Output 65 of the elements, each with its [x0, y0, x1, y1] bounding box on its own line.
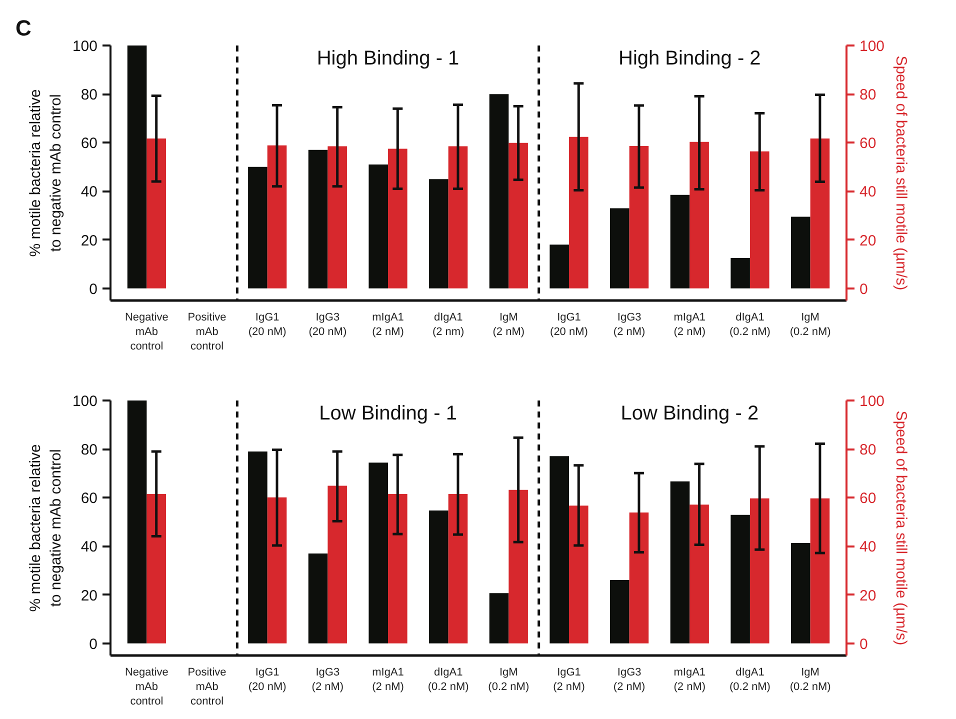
- y2-tick-label: 60: [860, 135, 876, 152]
- y-tick-label: 80: [80, 442, 98, 459]
- annotation: Low Binding - 1: [319, 402, 457, 424]
- x-tick-label: IgG1 (20 nM): [248, 312, 286, 338]
- y2-axis-title: Speed of bacteria still motile (µm/s): [892, 56, 910, 290]
- bar: [489, 593, 509, 644]
- x-tick-label: mIgA1 (2 nM): [674, 312, 706, 338]
- bar: [629, 512, 649, 644]
- x-tick-label: IgG1 (2 nM): [553, 666, 585, 693]
- x-tick-label: dIgA1 (0.2 nM): [730, 312, 770, 338]
- x-tick-label: dIgA1 (0.2 nM): [428, 666, 469, 693]
- x-tick-label: IgG3 (2 nM): [613, 666, 646, 693]
- bar: [508, 490, 528, 644]
- y2-axis-title: Speed of bacteria still motile (µm/s): [892, 410, 910, 646]
- x-tick-label: IgG3 (20 nM): [308, 312, 347, 338]
- y2-tick-label: 40: [860, 184, 876, 201]
- y-axis-title: % motile bacteria relative to negative mAb control: [27, 89, 64, 257]
- annotation: High Binding - 2: [618, 48, 761, 70]
- x-tick-label: mIgA1 (2 nM): [674, 666, 706, 693]
- y2-tick-label: 100: [860, 38, 885, 55]
- y2-tick-label: 40: [860, 538, 876, 556]
- x-tick-label: mIgA1 (2 nM): [372, 666, 404, 693]
- y-tick-label: 20: [80, 587, 98, 604]
- y2-tick-label: 60: [860, 490, 876, 508]
- y-axis-title: % motile bacteria relative to negative mAb control: [27, 444, 64, 612]
- bar: [810, 138, 830, 288]
- x-tick-label: IgG3 (2 nM): [312, 666, 344, 693]
- y2-tick-label: 0: [860, 636, 868, 653]
- x-tick-label: mIgA1 (2 nM): [372, 312, 404, 338]
- y2-tick-label: 20: [860, 587, 876, 604]
- y-tick-label: 20: [80, 232, 98, 250]
- x-tick-label: Positive mAb control: [188, 312, 226, 352]
- y-tick-label: 60: [80, 490, 98, 508]
- y2-tick-label: 80: [860, 86, 876, 104]
- x-tick-label: IgM (2 nM): [492, 312, 525, 338]
- y-tick-label: 0: [89, 280, 98, 298]
- annotation: Low Binding - 2: [620, 402, 759, 424]
- x-tick-label: IgM (0.2 nM): [790, 666, 831, 693]
- x-tick-label: dIgA1 (2 nm): [432, 312, 464, 338]
- y2-tick-label: 80: [860, 442, 876, 459]
- y2-tick-label: 20: [860, 232, 876, 250]
- x-tick-label: IgM (0.2 nM): [790, 312, 831, 338]
- annotation: High Binding - 1: [316, 48, 460, 70]
- y-tick-label: 80: [80, 86, 98, 104]
- bar: [750, 151, 770, 288]
- bar: [730, 258, 750, 288]
- x-tick-label: dIgA1 (0.2 nM): [730, 666, 770, 693]
- bar: [550, 244, 569, 288]
- y-tick-label: 40: [80, 184, 98, 201]
- x-tick-label: IgG1 (20 nM): [550, 312, 588, 338]
- x-tick-label: Negative mAb control: [124, 666, 168, 708]
- x-tick-label: IgM (0.2 nM): [488, 666, 530, 693]
- x-tick-label: IgG3 (2 nM): [613, 312, 646, 338]
- bar: [568, 136, 588, 288]
- y-tick-label: 40: [80, 538, 98, 556]
- y-tick-label: 100: [72, 393, 98, 410]
- x-tick-label: Negative mAb control: [124, 312, 168, 352]
- y-tick-label: 0: [89, 636, 98, 653]
- y2-tick-label: 0: [860, 280, 868, 298]
- y2-tick-label: 100: [860, 393, 885, 410]
- y-tick-label: 60: [80, 135, 98, 152]
- x-tick-label: Positive mAb control: [188, 666, 226, 708]
- x-tick-label: IgG1 (20 nM): [248, 666, 286, 693]
- y-tick-label: 100: [72, 38, 98, 55]
- text: C: [16, 16, 32, 40]
